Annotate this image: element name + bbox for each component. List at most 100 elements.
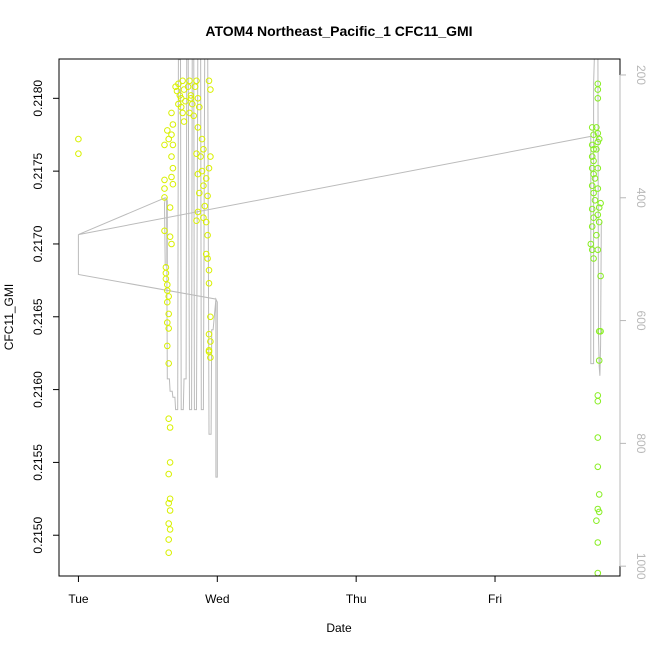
data-point	[193, 77, 200, 85]
y-right-tick-label: 400	[634, 188, 648, 208]
data-point	[595, 218, 603, 226]
data-point	[177, 103, 185, 111]
data-point	[593, 146, 600, 153]
data-point	[205, 330, 213, 338]
y-axis-label: CFC11_GMI	[2, 284, 16, 350]
data-point	[187, 95, 195, 102]
data-point	[594, 211, 602, 219]
y-right-tick-label: 1000	[634, 553, 648, 580]
data-point	[161, 176, 168, 184]
data-point	[595, 135, 603, 143]
data-point	[594, 86, 602, 93]
data-point	[594, 569, 602, 576]
data-point	[587, 240, 595, 248]
y-tick-label: 0.2160	[31, 371, 45, 408]
data-point	[205, 77, 213, 85]
data-point	[186, 77, 193, 85]
x-axis: Tue Wed Thu Fri	[68, 576, 502, 606]
data-point	[164, 342, 171, 350]
data-point	[202, 175, 210, 182]
data-point	[194, 124, 202, 131]
data-point	[204, 255, 211, 262]
data-point	[179, 109, 186, 117]
data-point	[161, 141, 168, 149]
data-point	[198, 167, 206, 175]
data-point	[205, 347, 213, 354]
plot-points	[75, 77, 604, 576]
data-point	[165, 499, 172, 507]
data-point	[197, 153, 204, 160]
data-point	[75, 150, 82, 157]
data-point	[207, 86, 214, 93]
data-point	[204, 192, 211, 200]
y-right-tick-label: 200	[634, 65, 648, 85]
data-point	[182, 97, 189, 105]
data-point	[196, 103, 203, 111]
data-point	[169, 180, 177, 188]
y-tick-label: 0.2150	[31, 517, 45, 554]
data-point	[164, 319, 171, 326]
data-point	[168, 173, 175, 181]
data-point	[194, 95, 202, 102]
y-right-tick-label: 800	[634, 433, 648, 453]
data-point	[205, 280, 213, 287]
data-point	[593, 231, 600, 239]
data-point	[165, 549, 172, 557]
data-point	[207, 338, 214, 345]
data-point	[590, 170, 597, 178]
data-point	[166, 507, 174, 514]
data-point	[168, 109, 175, 117]
data-point	[593, 124, 600, 131]
data-point	[169, 141, 177, 149]
data-point	[593, 517, 600, 525]
data-point	[597, 272, 604, 280]
data-point	[597, 328, 604, 335]
data-point	[187, 92, 195, 99]
y-right-tick-label: 600	[634, 311, 648, 331]
data-point	[594, 539, 602, 546]
data-point	[204, 231, 211, 239]
x-tick-label: Fri	[488, 592, 502, 606]
data-point	[190, 112, 197, 120]
data-point	[169, 121, 177, 128]
data-point	[202, 218, 210, 226]
data-point	[590, 255, 597, 262]
x-tick-label: Tue	[68, 592, 89, 606]
data-point	[588, 141, 596, 149]
data-point	[165, 325, 172, 332]
data-point	[200, 182, 207, 189]
x-tick-label: Thu	[346, 592, 367, 606]
data-point	[161, 194, 168, 201]
data-point	[164, 298, 171, 306]
data-point	[193, 217, 200, 224]
data-point	[164, 287, 171, 294]
data-point	[165, 310, 172, 318]
data-point	[165, 360, 172, 367]
data-point	[166, 233, 174, 240]
y-tick-label: 0.2175	[31, 152, 45, 189]
data-point	[169, 164, 177, 172]
series-line	[77, 59, 602, 478]
data-point	[161, 227, 168, 235]
data-point	[594, 397, 602, 405]
data-point	[205, 266, 213, 274]
data-point	[594, 392, 602, 399]
y-tick-label: 0.2165	[31, 298, 45, 335]
data-point	[168, 153, 175, 160]
data-point	[590, 189, 597, 197]
data-point	[168, 240, 175, 248]
data-point	[165, 536, 172, 543]
data-point	[588, 246, 596, 254]
y-axis-right: 200 400 600 800 1000	[619, 65, 648, 580]
data-point	[165, 470, 172, 478]
data-point	[166, 526, 174, 533]
data-point	[588, 223, 596, 230]
y-tick-label: 0.2180	[31, 80, 45, 117]
chart-title: ATOM4 Northeast_Pacific_1 CFC11_GMI	[205, 23, 472, 39]
data-point	[595, 508, 603, 516]
data-point	[191, 83, 199, 90]
data-point	[164, 127, 171, 134]
data-point	[594, 95, 602, 102]
data-point	[202, 250, 210, 258]
